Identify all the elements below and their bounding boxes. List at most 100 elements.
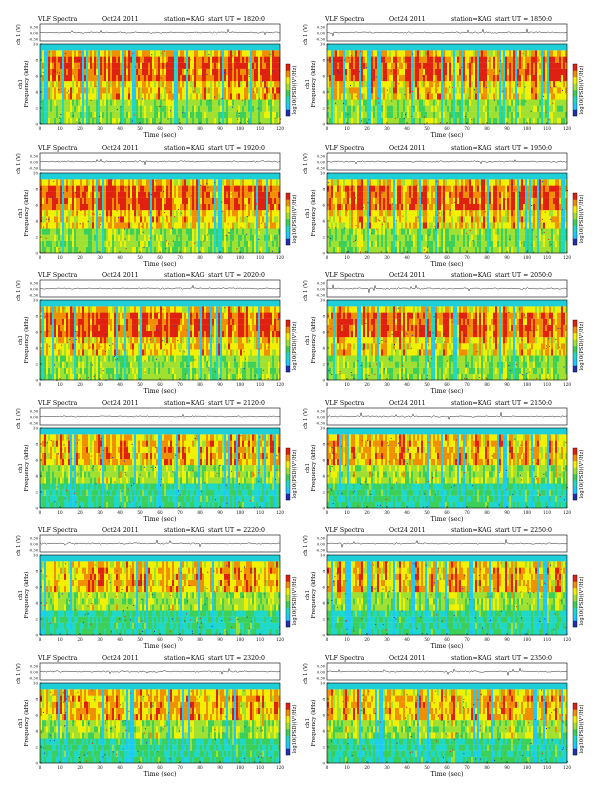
spectrogram-cell <box>240 75 242 81</box>
spectrogram-cell <box>505 81 507 87</box>
spectrogram-cell <box>192 186 194 192</box>
spectrogram-cell <box>517 87 519 93</box>
spectrogram-cell <box>206 50 208 56</box>
spectrogram-cell <box>152 63 154 69</box>
spectrogram-cell <box>218 241 220 247</box>
spectrogram-cell <box>144 57 146 63</box>
spectrogram-cell <box>260 63 262 69</box>
spectrogram-cell <box>383 57 385 63</box>
spectrogram-cell <box>276 69 278 75</box>
spectrogram-cell <box>90 112 92 118</box>
spectrogram-cell <box>563 81 565 87</box>
spectrogram-cell <box>513 93 515 99</box>
spectrogram-cell <box>204 99 206 105</box>
spectrogram-cell <box>274 216 276 222</box>
spectrogram-cell <box>98 57 100 63</box>
spectrogram-cell <box>363 99 365 105</box>
spectrogram-speckle <box>140 214 141 215</box>
spectrogram-cell <box>226 57 228 63</box>
spectrogram-cell <box>355 57 357 63</box>
spectrogram-cell <box>531 81 533 87</box>
spectrogram-cell <box>503 57 505 63</box>
spectrogram-cell <box>268 241 270 247</box>
spectrogram-cell <box>331 198 333 204</box>
spectrogram-cell <box>142 216 144 222</box>
spectrogram-cell <box>473 57 475 63</box>
spectrogram-cell <box>102 69 104 75</box>
spectrogram-cell <box>445 112 447 118</box>
spectrogram-cell <box>98 75 100 81</box>
spectrogram-cell <box>431 106 433 112</box>
spectrogram-speckle <box>436 56 437 57</box>
spectrogram-cell <box>443 81 445 87</box>
spectrogram-cell <box>254 57 256 63</box>
spectrogram-cell <box>214 75 216 81</box>
spectrogram-cell <box>144 50 146 56</box>
spectrogram-cell <box>443 106 445 112</box>
spectrogram-cell <box>329 241 331 247</box>
spectrogram-cell <box>230 186 232 192</box>
spectrogram-cell <box>58 235 60 241</box>
spectrogram-cell <box>246 93 248 99</box>
spectrogram-cell <box>56 192 58 198</box>
spectrogram-cell <box>82 204 84 210</box>
spectrogram-cell <box>361 87 363 93</box>
spectrogram-speckle <box>245 99 246 100</box>
spectrogram-cell <box>445 93 447 99</box>
spectrogram-cell <box>525 99 527 105</box>
spectrogram-cell <box>256 247 258 253</box>
spectrogram-cell <box>361 81 363 87</box>
spectrogram-cell <box>559 75 561 81</box>
spectrogram-cell <box>40 241 42 247</box>
spectrogram-cell <box>152 69 154 75</box>
spectrogram-cell <box>104 118 106 124</box>
spectrogram-cell <box>102 241 104 247</box>
spectrogram-cell <box>92 186 94 192</box>
spectrogram-cell <box>353 235 355 241</box>
spectrogram-cell <box>272 192 274 198</box>
spectrogram-cell <box>202 179 204 185</box>
spectrogram-cell <box>172 81 174 87</box>
spectrogram-cell <box>48 93 50 99</box>
spectrogram-cell <box>331 228 333 234</box>
spectrogram-cell <box>345 106 347 112</box>
spectrogram-cell <box>543 112 545 118</box>
spectrogram-cell <box>519 81 521 87</box>
spectrogram-cell <box>355 50 357 56</box>
spectrogram-cell <box>399 112 401 118</box>
spectrogram-cell <box>252 93 254 99</box>
spectrogram-cell <box>226 99 228 105</box>
spectrogram-cell <box>218 112 220 118</box>
spectrogram-cell <box>44 222 46 228</box>
spectrogram-cell <box>345 75 347 81</box>
spectrogram-cell <box>266 93 268 99</box>
spectrogram-cell <box>146 247 148 253</box>
spectrogram-cell <box>331 241 333 247</box>
spectrogram-cell <box>355 112 357 118</box>
spectrogram-cell <box>154 87 156 93</box>
spectrogram-cell <box>46 69 48 75</box>
spectrogram-cell <box>156 69 158 75</box>
spectrogram-cell <box>537 87 539 93</box>
spectrogram-speckle <box>43 227 44 228</box>
spectrogram-cell <box>377 63 379 69</box>
spectrogram-cell <box>497 93 499 99</box>
spectrogram-cell <box>220 241 222 247</box>
spectrogram-cell <box>220 186 222 192</box>
spectrogram-cell <box>40 179 42 185</box>
spectrogram-cell <box>457 93 459 99</box>
spectrogram-cell <box>353 228 355 234</box>
spectrogram-speckle <box>476 70 477 71</box>
spectrogram-cell <box>439 69 441 75</box>
spectrogram-cell <box>563 118 565 124</box>
y-tick-label: 4 <box>322 90 325 95</box>
spectrogram-cell <box>52 216 54 222</box>
spectrogram-cell <box>106 57 108 63</box>
spectrogram-cell <box>224 75 226 81</box>
spectrogram-cell <box>270 179 272 185</box>
spectrogram-cell <box>148 50 150 56</box>
spectrogram-cell <box>248 228 250 234</box>
spectrogram-cell <box>485 63 487 69</box>
spectrogram-cell <box>90 186 92 192</box>
x-tick-label: 10 <box>57 255 63 260</box>
